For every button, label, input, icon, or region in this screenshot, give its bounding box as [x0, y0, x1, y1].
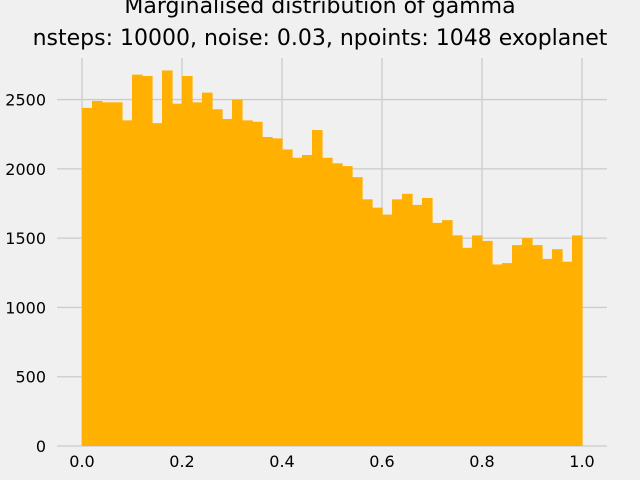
histogram-bar: [442, 220, 453, 446]
y-tick-label: 2500: [5, 91, 46, 110]
histogram-bar: [182, 76, 193, 446]
y-tick-label: 1000: [5, 298, 46, 317]
histogram-bar: [232, 99, 243, 447]
histogram-bar: [312, 130, 323, 447]
histogram-bar: [462, 247, 473, 446]
histogram-bar: [172, 103, 183, 446]
histogram-bar: [292, 157, 303, 446]
histogram-bar: [252, 121, 263, 446]
x-tick-label: 0.0: [69, 452, 94, 471]
histogram-bar: [472, 235, 483, 446]
histogram-bar: [222, 118, 233, 446]
histogram-bar: [262, 136, 273, 446]
histogram-bar: [82, 107, 93, 446]
x-tick-label: 1.0: [569, 452, 594, 471]
histogram-bar: [512, 245, 523, 446]
histogram-bar: [402, 193, 413, 446]
histogram-bars: [82, 70, 583, 447]
histogram-bar: [282, 149, 293, 446]
histogram-bar: [522, 238, 533, 446]
histogram-bar: [392, 199, 403, 446]
histogram-bar: [162, 70, 173, 446]
x-tick-label: 0.8: [469, 452, 494, 471]
histogram-bar: [202, 92, 213, 447]
histogram-bar: [332, 163, 343, 447]
tick-labels: 0.0 0.2 0.4 0.6 0.8 1.0 0 500 1000 1500 2000 2500: [5, 91, 594, 471]
histogram-bar: [502, 263, 513, 446]
histogram-bar: [102, 102, 113, 446]
histogram-bar: [542, 258, 553, 446]
histogram-bar: [562, 261, 573, 446]
histogram-bar: [272, 138, 283, 446]
histogram-bar: [452, 235, 463, 446]
histogram-bar: [342, 166, 353, 447]
histogram-bar: [212, 109, 223, 447]
histogram-bar: [122, 120, 133, 446]
histogram-bar: [242, 120, 253, 446]
histogram-bar: [412, 204, 423, 446]
y-tick-label: 1500: [5, 229, 46, 248]
y-tick-label: 0: [36, 437, 46, 456]
histogram-bar: [322, 157, 333, 446]
y-tick-label: 500: [15, 368, 46, 387]
chart-title-line-1: Marginalised distribution of gamma: [124, 0, 516, 19]
histogram-bar: [482, 240, 493, 446]
histogram-bar: [372, 207, 383, 446]
histogram-bar: [422, 197, 433, 446]
histogram-bar: [92, 100, 103, 446]
histogram-bar: [142, 76, 153, 446]
histogram-bar: [572, 235, 583, 446]
histogram-bar: [112, 102, 123, 446]
histogram-bar: [192, 102, 203, 446]
x-tick-label: 0.2: [169, 452, 194, 471]
histogram-bar: [532, 245, 543, 446]
chart-title-line-2: nsteps: 10000, noise: 0.03, npoints: 104…: [32, 26, 608, 51]
histogram-bar: [302, 155, 313, 446]
histogram-bar: [552, 249, 563, 446]
histogram-bar: [352, 177, 363, 446]
histogram-bar: [152, 123, 163, 446]
y-tick-label: 2000: [5, 160, 46, 179]
histogram-bar: [492, 264, 503, 446]
histogram-bar: [432, 222, 443, 446]
histogram-bar: [362, 199, 373, 446]
x-tick-label: 0.6: [369, 452, 394, 471]
histogram-bar: [132, 74, 143, 446]
x-tick-label: 0.4: [269, 452, 294, 471]
histogram-bar: [382, 214, 393, 446]
